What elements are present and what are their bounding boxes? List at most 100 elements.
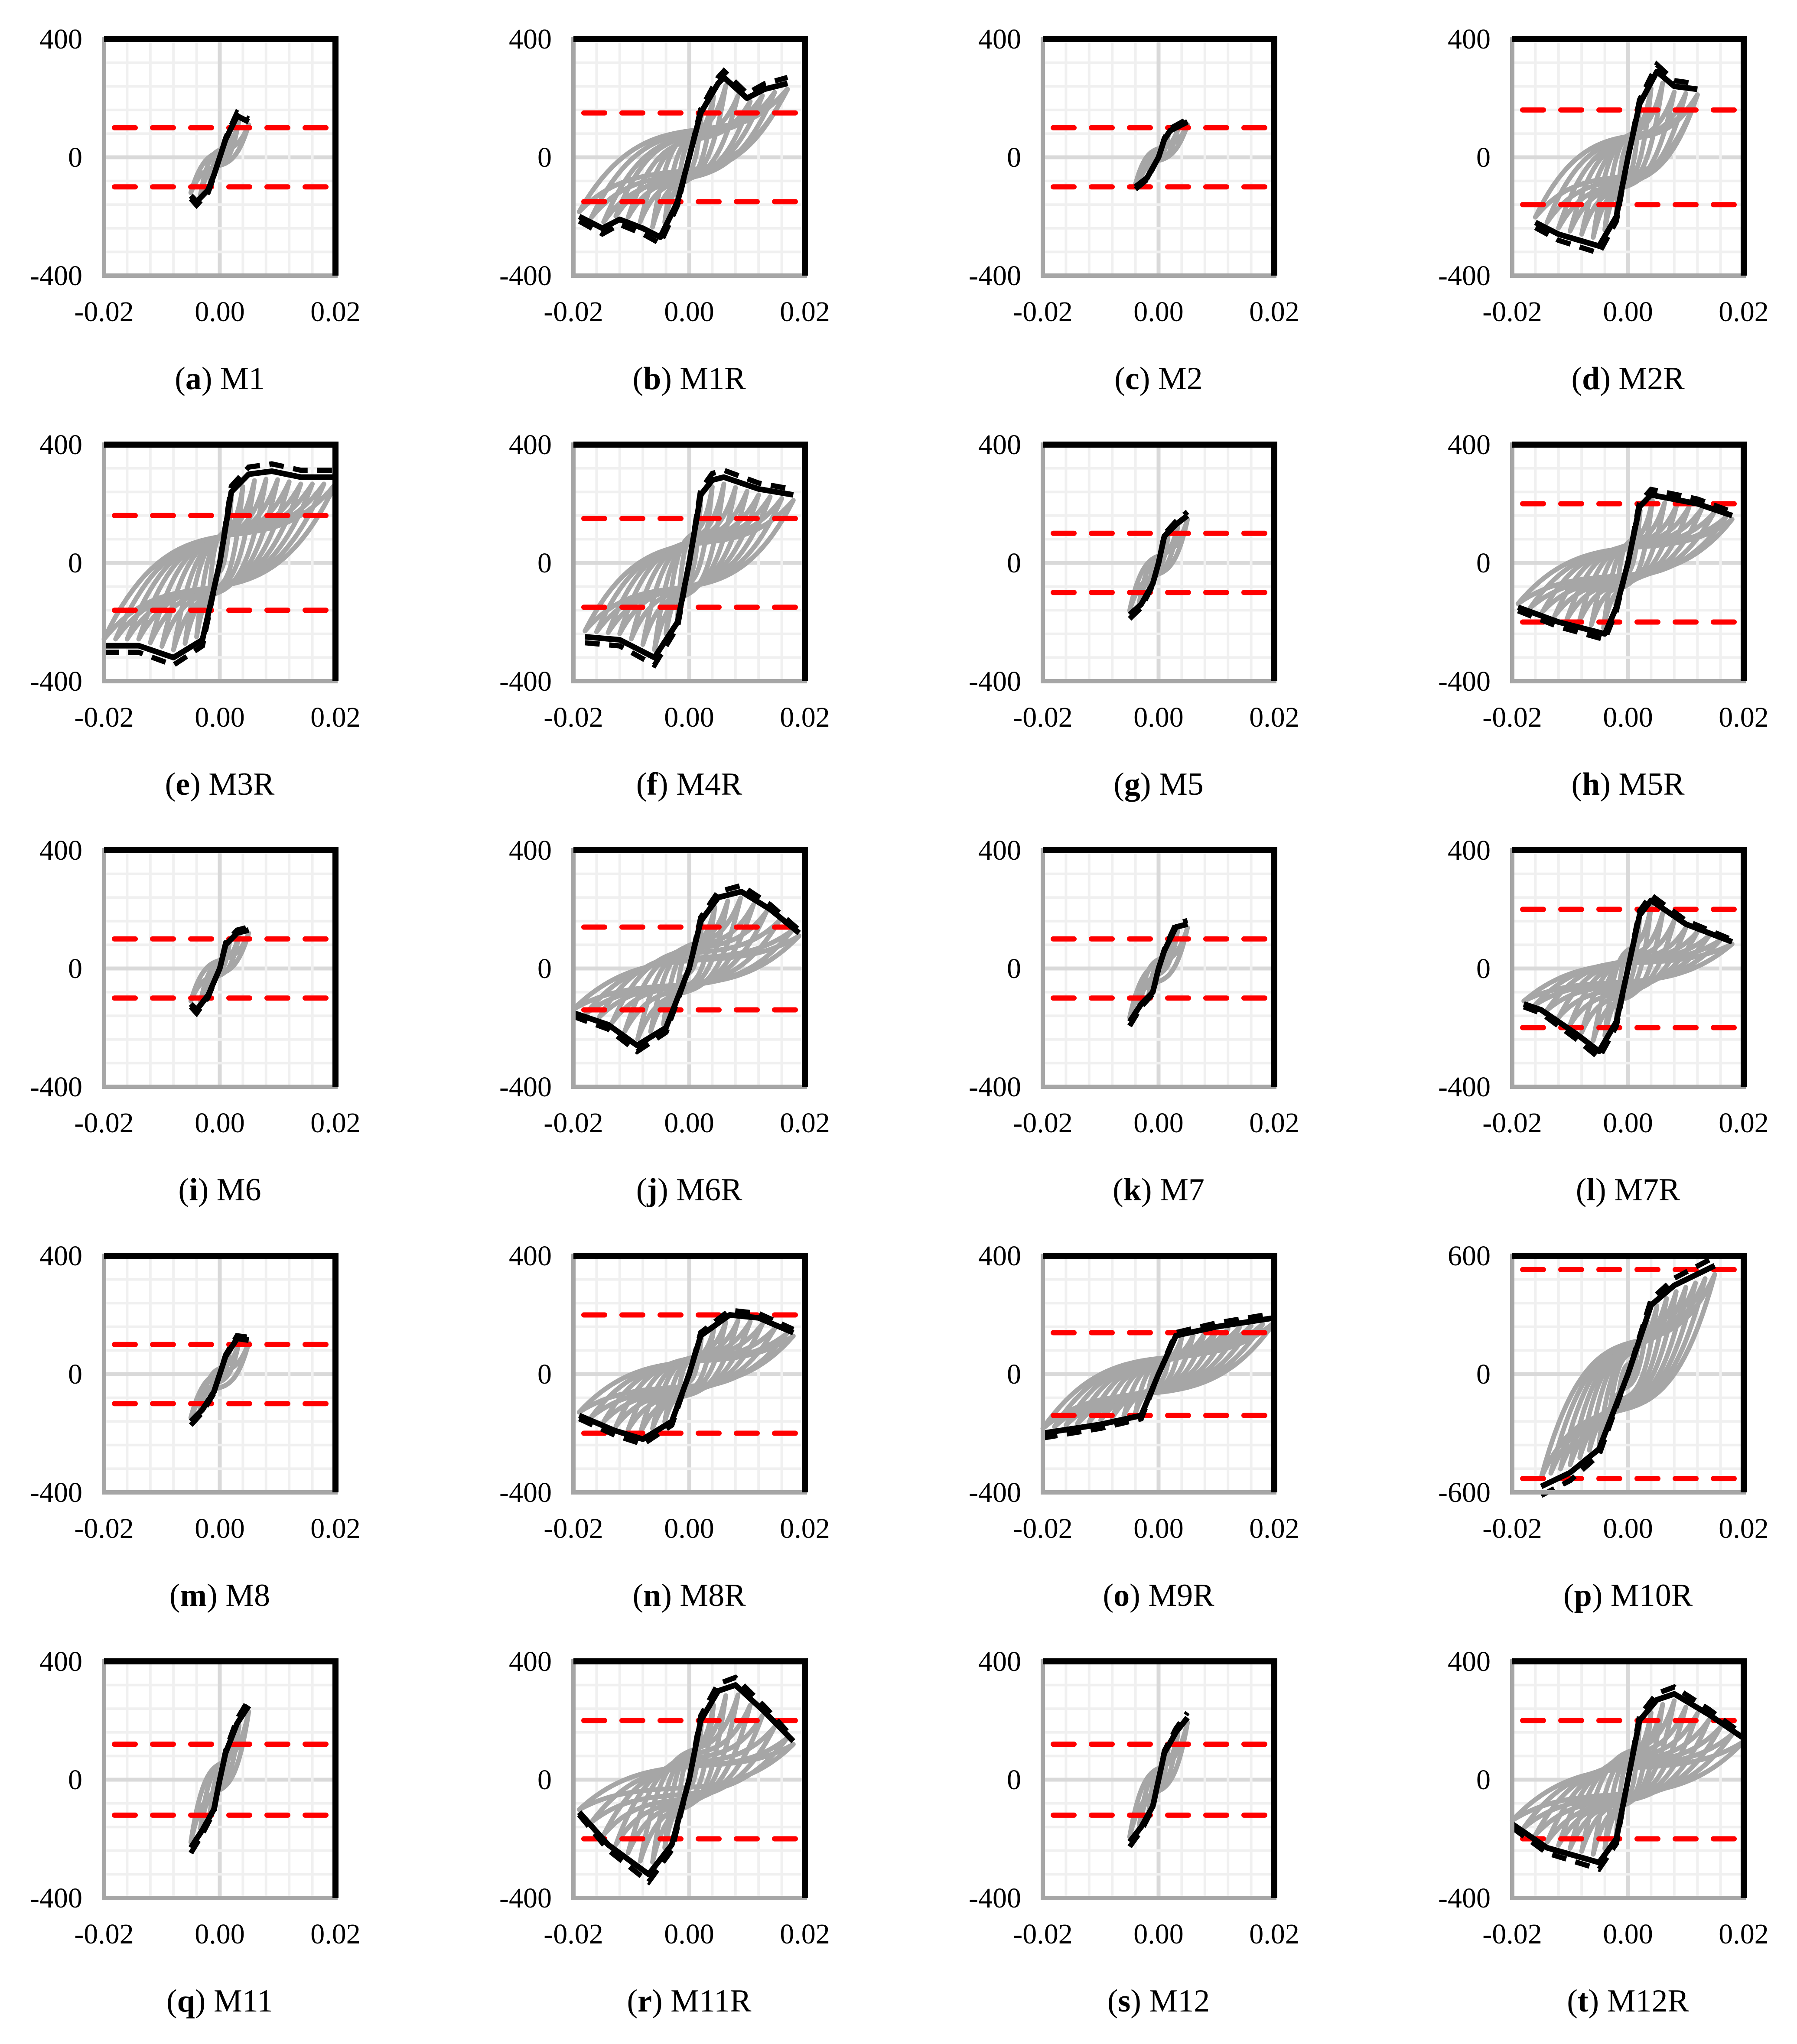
hysteresis-loops (576, 1318, 796, 1436)
caption-specimen: M11 (214, 1983, 273, 2019)
x-tick-label: 0.00 (664, 1513, 714, 1544)
x-tick-label: 0.00 (664, 1918, 714, 1950)
x-tick-label: 0.00 (1133, 1918, 1184, 1950)
caption-specimen: M7 (1160, 1172, 1205, 1208)
caption-paren-open: ( (1107, 1983, 1118, 2019)
caption-paren-open: ( (169, 1578, 180, 1613)
panel-caption: (d) M2R (1571, 361, 1685, 396)
panel-caption: (b) M1R (632, 361, 746, 396)
y-tick-label: 400 (39, 429, 82, 461)
y-tick-label: 0 (68, 1358, 82, 1390)
x-tick-label: -0.02 (1013, 702, 1072, 733)
hysteresis-loop-cycle (1127, 925, 1190, 1020)
caption-letter: k (1123, 1172, 1142, 1208)
x-tick-label: 0.02 (780, 702, 830, 733)
y-tick-label: 0 (1476, 1358, 1491, 1390)
x-tick-label: 0.02 (310, 1918, 361, 1950)
x-tick-label: -0.02 (1482, 296, 1542, 328)
caption-paren-open: ( (632, 361, 643, 396)
hysteresis-loop-cycle (1127, 1720, 1190, 1839)
y-tick-label: 400 (978, 1646, 1021, 1677)
caption-specimen: M12R (1607, 1983, 1690, 2019)
hysteresis-loop-cycle (1579, 89, 1677, 237)
envelope-solid (1534, 68, 1698, 249)
y-tick-label: 400 (509, 835, 552, 866)
y-tick-label: -400 (969, 1071, 1021, 1103)
envelope-solid (1511, 1691, 1745, 1865)
x-tick-label: 0.00 (1133, 1107, 1184, 1139)
y-tick-label: 400 (509, 1646, 552, 1677)
plot-frame-dark-edge (1512, 36, 1747, 276)
plot-frame-dark-edge (1043, 1253, 1277, 1492)
panel-m12r: 400 0 -400 -0.02 0.00 0.02 (t) M12R (1438, 1646, 1769, 2019)
caption-letter: i (189, 1172, 198, 1208)
y-tick-label: -600 (1438, 1477, 1491, 1508)
y-tick-label: 0 (1007, 1764, 1021, 1796)
caption-letter: n (643, 1578, 661, 1613)
plot-frame-dark-edge (573, 36, 808, 276)
caption-paren-open: ( (175, 361, 186, 396)
y-tick-label: 0 (1007, 142, 1021, 173)
hysteresis-loop-cycle (1127, 517, 1190, 613)
panel-m3r: 400 0 -400 -0.02 0.00 0.02 (e) M3R (30, 429, 361, 802)
x-tick-label: -0.02 (544, 1107, 603, 1139)
x-tick-label: 0.02 (1249, 1107, 1299, 1139)
y-tick-label: -400 (30, 1882, 82, 1914)
panel-m5r: 400 0 -400 -0.02 0.00 0.02 (h) M5R (1438, 429, 1769, 802)
x-tick-label: 0.00 (1603, 1107, 1653, 1139)
plot-frame-dark-edge (1043, 847, 1277, 1087)
hysteresis-loop-cycle (576, 87, 790, 214)
y-tick-label: 0 (537, 1764, 552, 1796)
x-tick-label: 0.02 (1719, 1918, 1769, 1950)
caption-specimen: M11R (671, 1983, 752, 2019)
x-tick-label: 0.02 (1249, 1513, 1299, 1544)
x-tick-label: 0.02 (310, 702, 361, 733)
y-tick-label: -400 (499, 260, 552, 292)
panel-caption: (r) M11R (627, 1983, 752, 2019)
y-tick-label: 0 (1476, 953, 1491, 985)
y-tick-label: -400 (1438, 666, 1491, 697)
y-tick-label: -400 (1438, 1071, 1491, 1103)
caption-paren-open: ( (636, 767, 647, 802)
caption-letter: q (177, 1983, 195, 2019)
plot-frame-dark-edge (104, 442, 339, 681)
y-tick-label: 600 (1448, 1240, 1491, 1272)
envelope-solid (1127, 921, 1188, 1024)
hysteresis-loop-cycle (188, 930, 251, 1004)
caption-paren-close: ) (190, 767, 208, 802)
panel-m1r: 400 0 -400 -0.02 0.00 0.02 (b) M1R (499, 23, 830, 396)
caption-paren-open: ( (1103, 1578, 1114, 1613)
y-tick-label: -400 (499, 1882, 552, 1914)
caption-paren-close: ) (661, 361, 680, 396)
caption-specimen: M5 (1159, 767, 1204, 802)
x-tick-label: 0.02 (310, 1107, 361, 1139)
hysteresis-loop-cycle (1515, 517, 1735, 606)
plot-frame-dark-edge (573, 1253, 808, 1492)
x-tick-label: 0.02 (1719, 1107, 1769, 1139)
panel-caption: (s) M12 (1107, 1983, 1210, 2019)
x-tick-label: -0.02 (1013, 1107, 1072, 1139)
panel-caption: (n) M8R (632, 1578, 746, 1613)
caption-letter: l (1586, 1172, 1595, 1208)
envelope-solid (1540, 1263, 1716, 1489)
plot-frame-dark-edge (104, 1253, 339, 1492)
caption-specimen: M2 (1158, 361, 1203, 396)
panel-caption: (a) M1 (175, 361, 265, 396)
caption-paren-close: ) (202, 361, 220, 396)
y-tick-label: 400 (39, 1646, 82, 1677)
x-tick-label: 0.00 (195, 1918, 245, 1950)
envelope-solid (572, 889, 801, 1048)
panel-m12: 400 0 -400 -0.02 0.00 0.02 (s) M12 (969, 1646, 1299, 2019)
envelope-solid (577, 1682, 795, 1877)
x-tick-label: 0.02 (1249, 702, 1299, 733)
y-tick-label: 400 (1448, 835, 1491, 866)
hysteresis-loops (1533, 80, 1700, 240)
caption-specimen: M8 (225, 1578, 270, 1613)
y-tick-label: 400 (1448, 429, 1491, 461)
x-tick-label: 0.00 (1133, 1513, 1184, 1544)
x-tick-label: 0.02 (780, 1513, 830, 1544)
y-tick-label: 400 (1448, 23, 1491, 55)
y-tick-label: 400 (39, 835, 82, 866)
y-tick-label: 0 (1007, 1358, 1021, 1390)
